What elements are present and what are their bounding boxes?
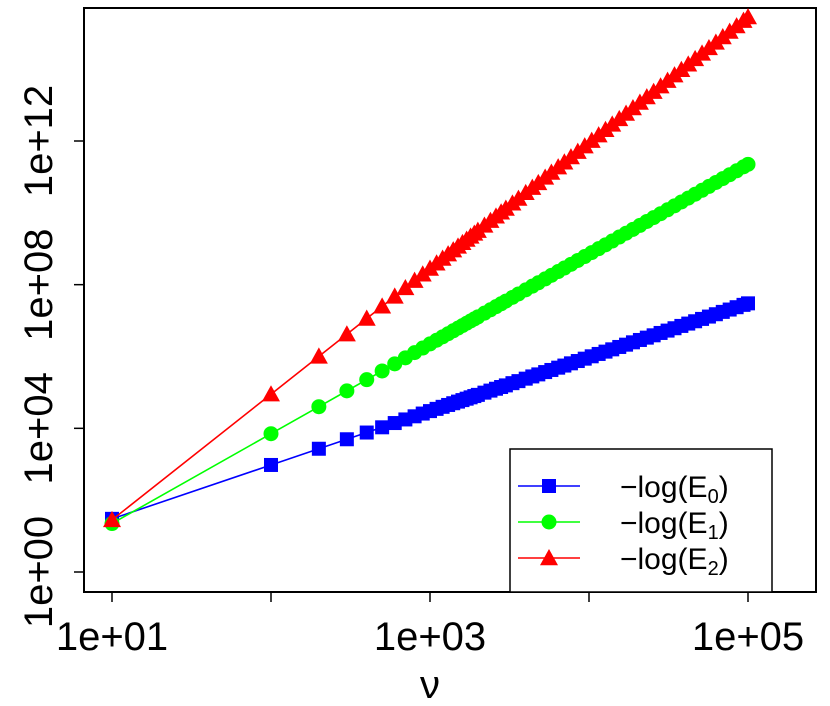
x-axis-label: ν: [420, 663, 440, 706]
series-0-point-2: [311, 441, 326, 456]
series-2-point-4: [357, 309, 376, 326]
series-1-point-2: [311, 399, 327, 415]
x-tick-label-2: 1e+03: [374, 615, 486, 659]
y-tick-label-0: 1e+00: [17, 516, 61, 628]
series-0-point-3: [339, 432, 354, 447]
series-1-point-61: [740, 156, 756, 172]
y-tick-label-2: 1e+08: [17, 228, 61, 340]
series-1-point-5: [374, 363, 390, 379]
y-tick-label-1: 1e+04: [17, 372, 61, 484]
legend-label-1: −log(E1): [620, 507, 729, 544]
legend-label-2: −log(E2): [620, 543, 729, 580]
series-2-point-8: [405, 271, 424, 288]
series-0-point-4: [359, 425, 374, 440]
series-1-point-1: [263, 426, 279, 442]
y-tick-label-3: 1e+12: [17, 85, 61, 197]
series-2-point-7: [396, 278, 415, 296]
series-2-point-2: [309, 347, 328, 364]
series-2-point-61: [739, 8, 757, 25]
legend: −log(E0)−log(E1)−log(E2): [509, 448, 773, 593]
series-2-point-0: [103, 510, 121, 528]
legend-swatch-marker-2: [540, 549, 558, 566]
series-1-point-3: [339, 383, 355, 399]
series-0-point-1: [264, 457, 278, 472]
series-2-point-1: [262, 385, 280, 402]
legend-label-0: −log(E0): [620, 471, 729, 508]
legend-item-0: −log(E0): [518, 471, 729, 508]
axes-layer: 1e+01 1e+03 1e+05 1e+00 1e+04 1e+08 1e+12: [17, 85, 804, 659]
legend-item-2: −log(E2): [518, 543, 729, 580]
series-0-point-5: [375, 420, 390, 435]
x-tick-label-0: 1e+01: [56, 615, 168, 659]
series-layer: [103, 8, 757, 532]
series-2-point-6: [385, 287, 404, 304]
series-1: [104, 156, 756, 532]
series-2: [103, 8, 757, 528]
series-1-point-4: [359, 372, 375, 388]
series-2-point-3: [337, 325, 356, 342]
series-0: [105, 296, 755, 526]
series-2-point-5: [373, 297, 392, 314]
series-0-point-61: [741, 296, 755, 311]
series-0-point-6: [387, 416, 402, 431]
legend-item-1: −log(E1): [518, 507, 729, 544]
legend-swatch-marker-1: [541, 514, 557, 530]
x-tick-label-4: 1e+05: [692, 615, 804, 659]
legend-swatch-marker-0: [542, 479, 556, 493]
plot-frame: [83, 7, 817, 593]
